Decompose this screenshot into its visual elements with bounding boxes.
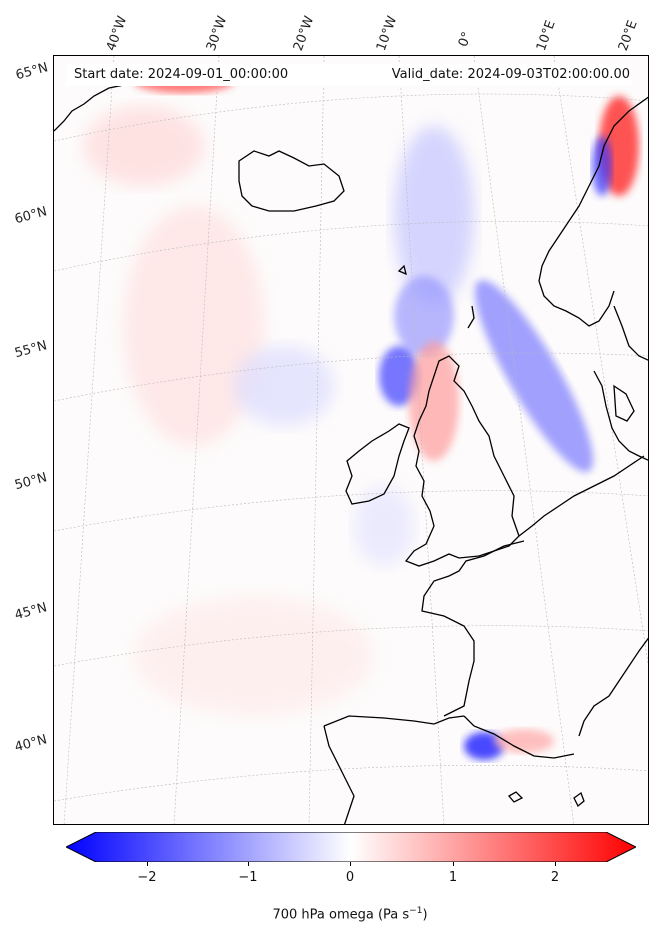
colorbar-tick-mark: [147, 862, 148, 866]
colorbar-tick-mark: [248, 862, 249, 866]
colorbar-tick-label: 1: [448, 870, 458, 885]
colorbar-label-close: ): [422, 907, 428, 923]
colorbar-tick-label: 2: [550, 870, 560, 885]
colorbar-tick-label: −2: [137, 870, 157, 885]
colorbar-label: 700 hPa omega (Pa s−1): [0, 906, 659, 922]
lon-label-10e: 10°E: [533, 18, 559, 53]
lon-label-30w: 30°W: [203, 14, 231, 53]
colorbar-label-exponent: −1: [409, 906, 423, 916]
lon-label-40w: 40°W: [103, 14, 131, 53]
colorbar: [64, 831, 638, 863]
map-panel: [53, 55, 649, 825]
lat-label-60n: 60°N: [13, 204, 49, 228]
colorbar-tick-mark: [453, 862, 454, 866]
colorbar-tick-mark: [350, 862, 351, 866]
lat-label-55n: 55°N: [13, 338, 49, 362]
valid-date-text: Valid_date: 2024-09-03T02:00:00.00: [391, 67, 630, 82]
lat-label-45n: 45°N: [13, 600, 49, 624]
colorbar-tick-mark: [555, 862, 556, 866]
lat-label-65n: 65°N: [14, 60, 50, 84]
lon-label-0: 0°: [455, 29, 476, 49]
lon-label-20w: 20°W: [290, 14, 318, 53]
map-canvas: [54, 56, 648, 824]
omega-field: [84, 69, 639, 760]
lat-label-50n: 50°N: [13, 470, 49, 494]
colorbar-tick-label: −1: [238, 870, 258, 885]
lon-label-20e: 20°E: [615, 18, 641, 53]
date-info-box: Start date: 2024-09-01_00:00:00 Valid_da…: [66, 64, 632, 86]
colorbar-label-text: 700 hPa omega (Pa s: [272, 907, 410, 923]
lat-label-40n: 40°N: [13, 732, 49, 756]
lon-label-10w: 10°W: [373, 14, 401, 53]
graticule: [54, 56, 648, 824]
start-date-text: Start date: 2024-09-01_00:00:00: [74, 67, 289, 82]
colorbar-tick-label: 0: [345, 870, 355, 885]
